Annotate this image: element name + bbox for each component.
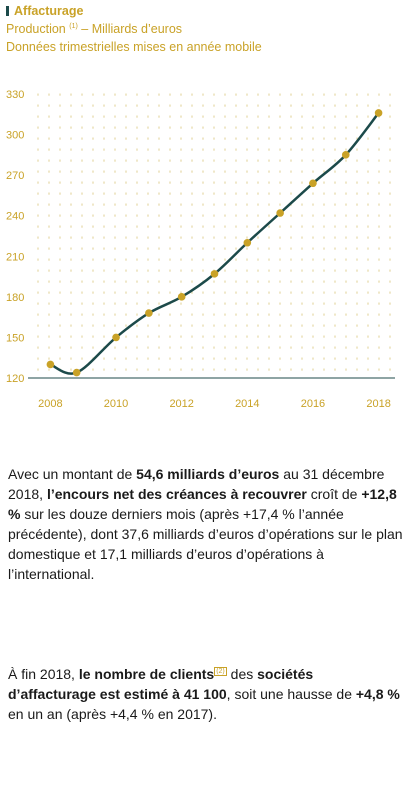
p2-text-3: , soit une hausse de [226, 686, 356, 702]
data-point [276, 209, 284, 217]
p2-text-1: À fin 2018, [8, 666, 79, 682]
y-tick-label: 150 [6, 332, 24, 344]
p1-bold-encours: l’encours net des créances à recouvrer [46, 486, 307, 502]
paragraph-encours: Avec un montant de 54,6 milliards d’euro… [8, 464, 403, 584]
series-line [49, 112, 380, 375]
y-tick-label: 240 [6, 211, 24, 223]
p1-text-3: croît de [306, 486, 362, 502]
y-tick-label: 180 [6, 292, 24, 304]
chart-subtitle-line2: Données trimestrielles mises en année mo… [6, 40, 262, 54]
p2-bold-growth: +4,8 % [355, 686, 400, 702]
paragraph-clients: À fin 2018, le nombre de clients (2) des … [8, 664, 403, 724]
data-point [177, 293, 186, 301]
data-point [210, 270, 219, 278]
subtitle-footnote-marker: (1) [69, 22, 78, 30]
p2-bold-clients: le nombre de clients [78, 666, 215, 682]
data-point [243, 238, 252, 247]
data-point [112, 333, 120, 342]
p1-bold-amount: 54,6 milliards d’euros [136, 466, 280, 482]
title-marker-icon [6, 6, 9, 16]
line-chart: 120 150 180 210 240 270 300 330 2008 2010 2012 2014… [6, 89, 395, 410]
data-point [341, 151, 350, 159]
y-tick-label: 270 [6, 170, 24, 182]
p2-text-2: des [226, 666, 258, 682]
data-point [309, 179, 317, 188]
x-tick-label: 2018 [366, 398, 390, 410]
x-tick-label: 2014 [235, 398, 259, 410]
data-point [145, 309, 153, 317]
y-tick-label: 120 [6, 373, 24, 385]
p1-text-1: Avec un montant de [8, 466, 137, 482]
chart-header: Affacturage Production (1) – Milliards d… [6, 4, 262, 54]
title-row: Affacturage [6, 4, 262, 18]
subtitle-suffix: – Milliards d’euros [81, 22, 183, 36]
data-point [374, 109, 383, 117]
chart-subtitle: Production (1) – Milliards d’euros [6, 22, 262, 36]
data-point [46, 360, 55, 369]
x-tick-label: 2010 [104, 398, 128, 410]
x-tick-label: 2012 [169, 398, 193, 410]
x-tick-label: 2008 [38, 398, 62, 410]
y-tick-label: 300 [6, 130, 24, 142]
p2-footnote-marker: (2) [214, 667, 227, 677]
chart-title: Affacturage [14, 4, 84, 18]
p1-text-4: sur les douze derniers mois (après +17,4… [8, 506, 403, 582]
p2-bold-societes: sociétés d’affacturage est estimé à 41 1… [8, 666, 314, 702]
y-tick-label: 210 [6, 251, 24, 263]
p1-bold-growth: +12,8 % [8, 486, 397, 522]
p1-text-2: au 31 décembre 2018, [8, 466, 385, 502]
p2-text-4: en un an (après +4,4 % en 2017). [8, 706, 217, 722]
x-tick-label: 2016 [301, 398, 325, 410]
data-point [72, 368, 81, 377]
y-tick-label: 330 [6, 89, 24, 101]
subtitle-prefix: Production [6, 22, 66, 36]
